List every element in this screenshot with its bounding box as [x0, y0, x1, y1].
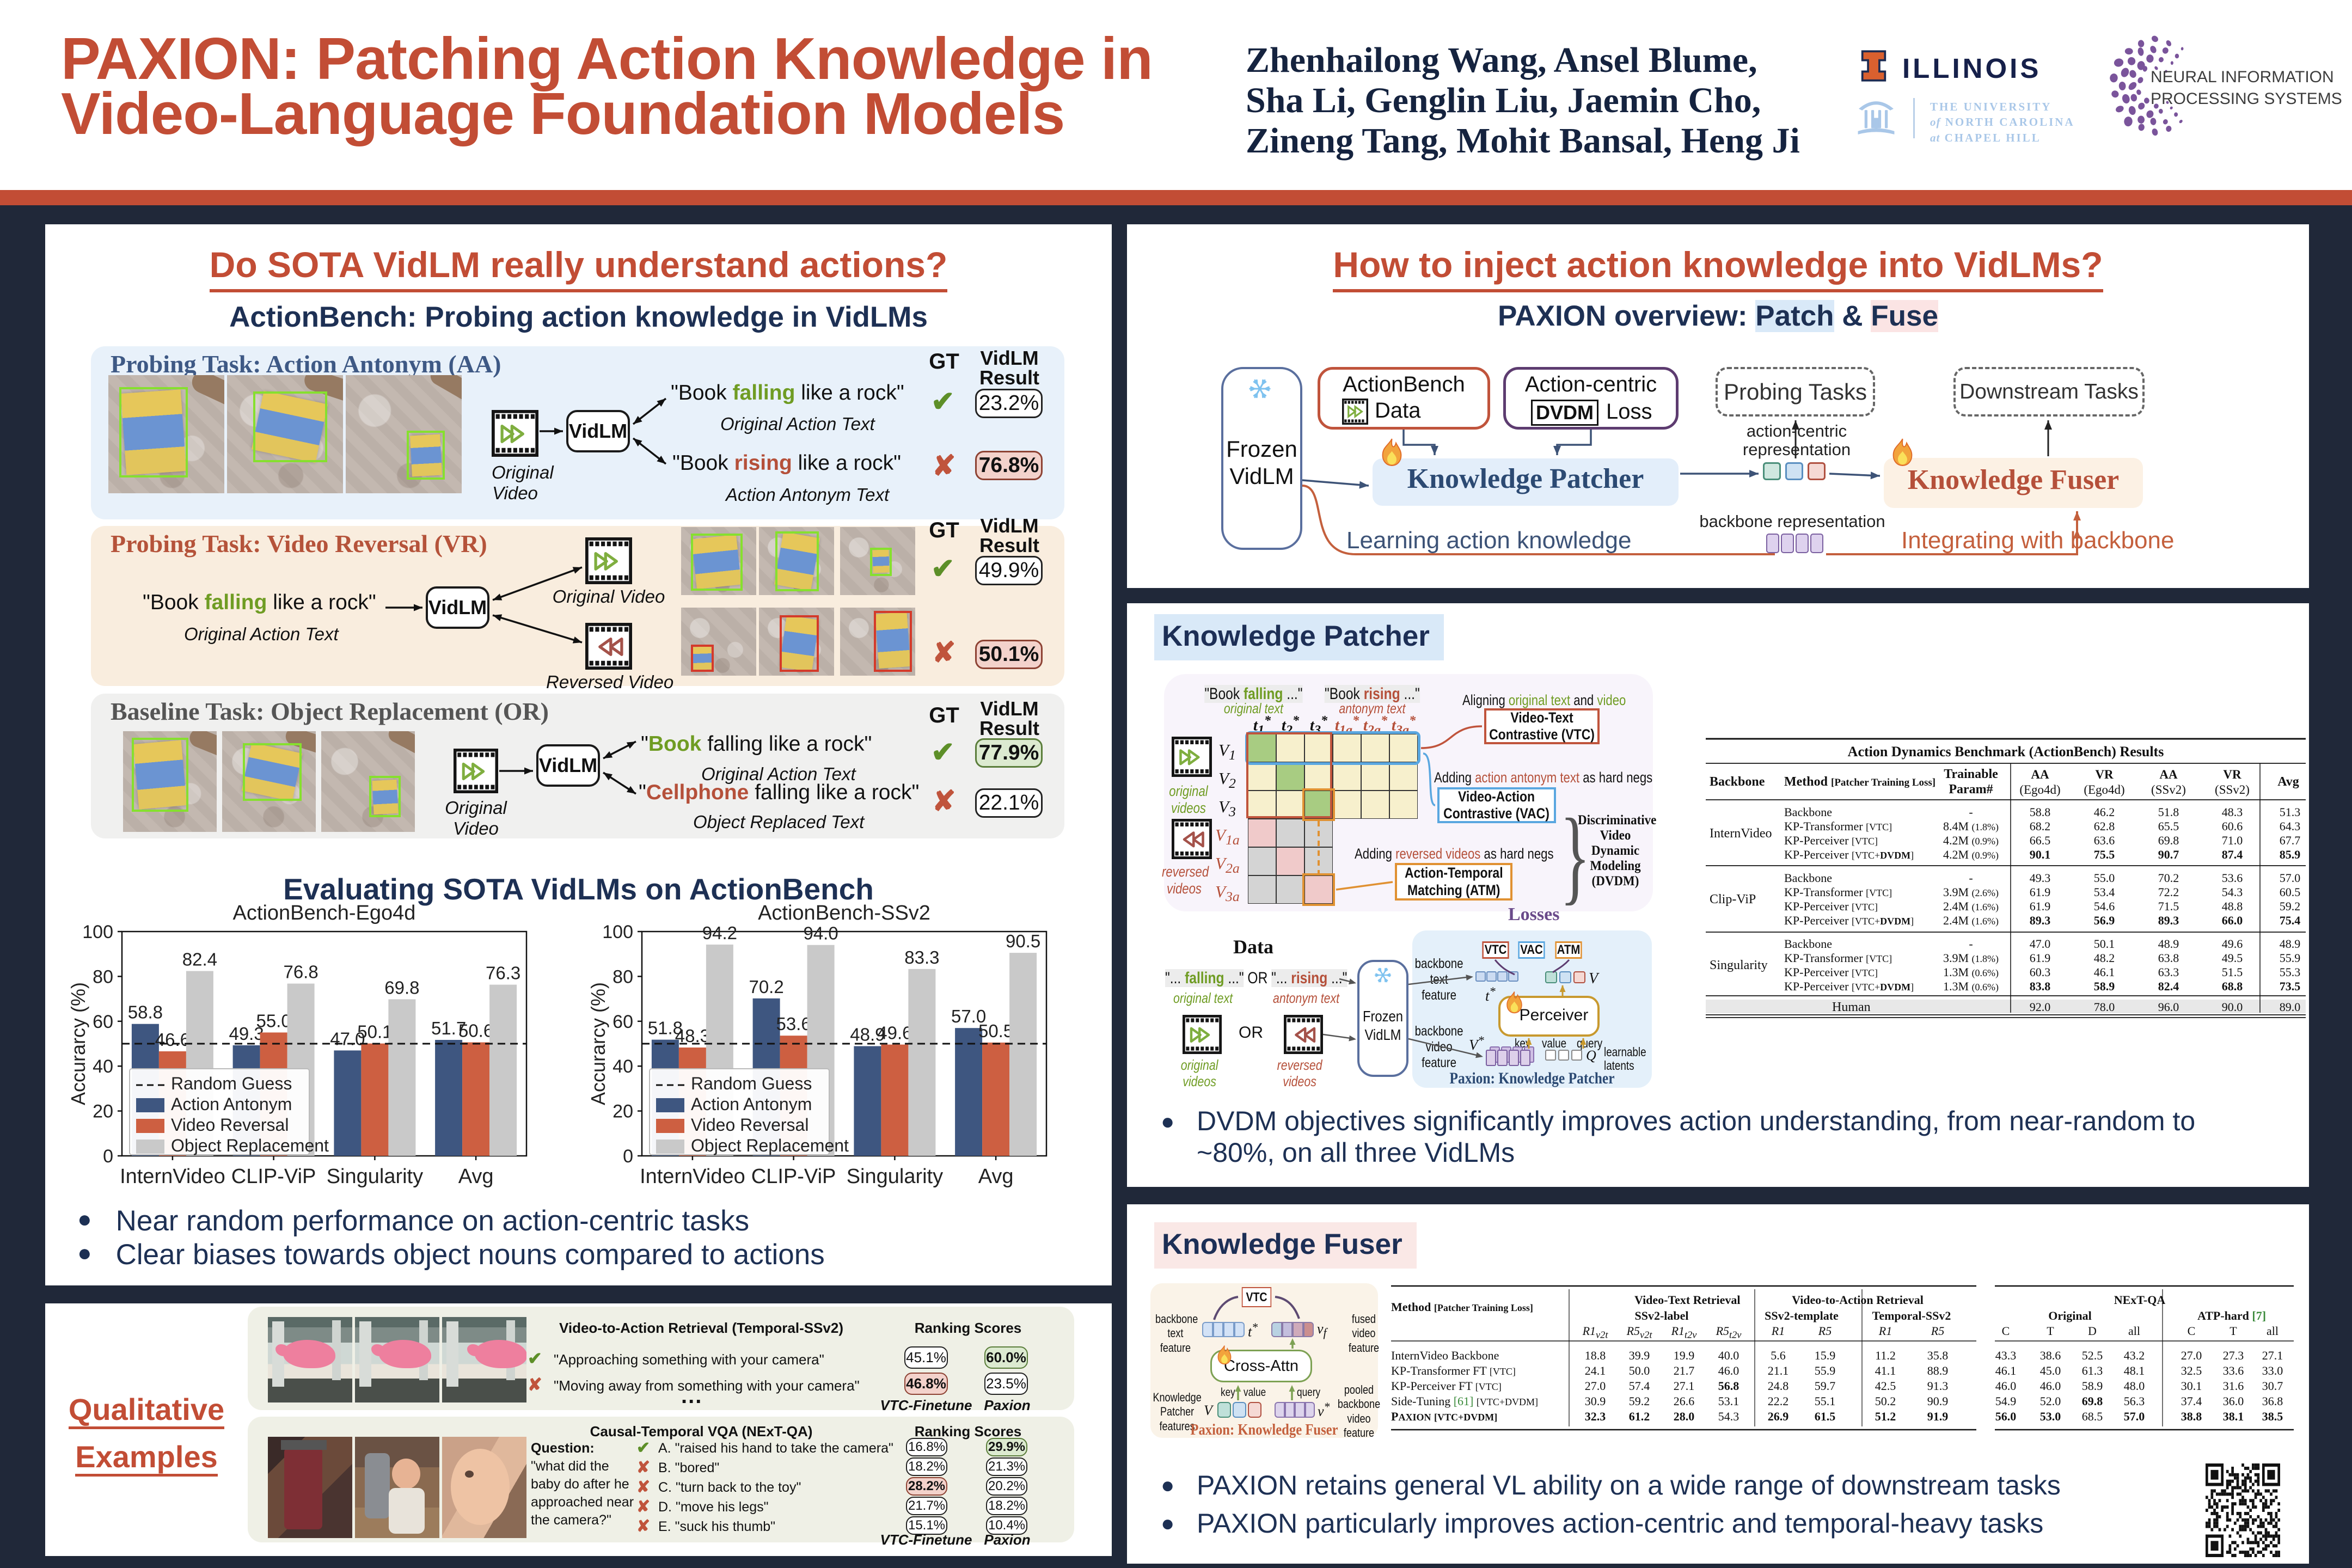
svg-text:51.8: 51.8 [648, 1018, 683, 1038]
svg-text:ActionBench-Ego4d: ActionBench-Ego4d [233, 902, 416, 924]
svg-text:82.4: 82.4 [182, 950, 217, 970]
svg-text:80: 80 [93, 966, 113, 987]
svg-text:InternVideo: InternVideo [640, 1165, 745, 1188]
svg-text:53.6: 53.6 [776, 1014, 811, 1034]
svg-text:100: 100 [82, 922, 113, 942]
svg-text:70.2: 70.2 [749, 977, 783, 997]
svg-text:Random Guess: Random Guess [691, 1074, 812, 1093]
svg-text:55.0: 55.0 [256, 1010, 291, 1031]
svg-text:76.8: 76.8 [283, 962, 318, 982]
svg-text:49.3: 49.3 [229, 1024, 264, 1044]
svg-text:Video Reversal: Video Reversal [171, 1115, 289, 1135]
svg-text:Accurarcy (%): Accurarcy (%) [587, 982, 609, 1105]
svg-text:Action Antonym: Action Antonym [691, 1094, 812, 1114]
svg-text:94.2: 94.2 [702, 923, 737, 943]
svg-text:69.8: 69.8 [384, 977, 419, 997]
svg-text:CLIP-ViP: CLIP-ViP [751, 1165, 836, 1188]
svg-text:20: 20 [93, 1101, 113, 1122]
svg-text:ActionBench-SSv2: ActionBench-SSv2 [758, 902, 930, 924]
svg-text:0: 0 [623, 1146, 633, 1167]
svg-text:Avg: Avg [458, 1165, 494, 1188]
svg-text:48.3: 48.3 [675, 1026, 710, 1046]
svg-text:40: 40 [93, 1056, 113, 1077]
svg-text:InternVideo: InternVideo [120, 1165, 225, 1188]
svg-text:60: 60 [612, 1012, 633, 1032]
svg-text:46.6: 46.6 [155, 1030, 190, 1050]
svg-text:76.3: 76.3 [486, 963, 520, 983]
svg-text:90.5: 90.5 [1006, 931, 1040, 951]
svg-text:47.0: 47.0 [330, 1028, 365, 1049]
svg-text:Singularity: Singularity [327, 1165, 423, 1188]
svg-text:50.1: 50.1 [357, 1022, 392, 1042]
svg-text:48.9: 48.9 [850, 1025, 885, 1045]
svg-text:Random Guess: Random Guess [171, 1074, 292, 1093]
svg-text:40: 40 [612, 1056, 633, 1077]
svg-text:Video Reversal: Video Reversal [691, 1115, 808, 1135]
svg-text:49.6: 49.6 [877, 1023, 912, 1043]
svg-text:Singularity: Singularity [847, 1165, 943, 1188]
svg-text:57.0: 57.0 [951, 1006, 986, 1026]
svg-text:50.5: 50.5 [978, 1021, 1013, 1041]
svg-text:Object Replacement: Object Replacement [171, 1136, 329, 1155]
svg-text:60: 60 [93, 1012, 113, 1032]
svg-text:51.7: 51.7 [431, 1018, 466, 1038]
svg-text:0: 0 [103, 1146, 113, 1167]
svg-text:94.0: 94.0 [803, 923, 838, 944]
svg-text:Accurarcy (%): Accurarcy (%) [67, 982, 89, 1105]
svg-text:Action Antonym: Action Antonym [171, 1094, 292, 1114]
svg-text:58.8: 58.8 [128, 1002, 163, 1022]
svg-text:CLIP-ViP: CLIP-ViP [231, 1165, 316, 1188]
svg-text:83.3: 83.3 [904, 947, 939, 967]
svg-text:20: 20 [612, 1101, 633, 1122]
svg-text:Object Replacement: Object Replacement [691, 1136, 849, 1155]
svg-text:100: 100 [602, 922, 633, 942]
svg-text:50.6: 50.6 [458, 1021, 493, 1041]
svg-text:Avg: Avg [978, 1165, 1014, 1188]
svg-text:80: 80 [612, 966, 633, 987]
